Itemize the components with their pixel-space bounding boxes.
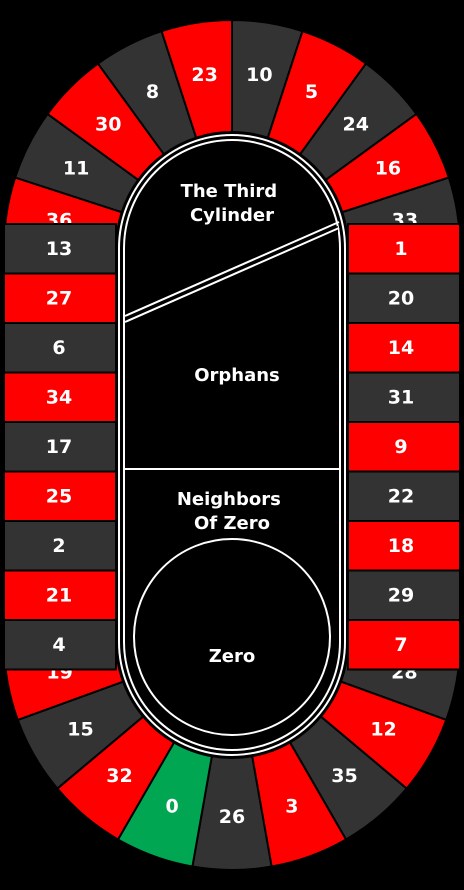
pocket-25[interactable]: [3, 470, 117, 522]
pocket-31[interactable]: [347, 371, 461, 423]
pocket-9[interactable]: [347, 421, 461, 473]
sector-zero[interactable]: [133, 538, 331, 736]
divider-line: [124, 227, 340, 323]
pocket-17[interactable]: [3, 421, 117, 473]
pocket-7[interactable]: [347, 619, 461, 671]
pocket-29[interactable]: [347, 569, 461, 621]
pocket-6[interactable]: [3, 322, 117, 374]
pocket-18[interactable]: [347, 520, 461, 572]
pocket-2[interactable]: [3, 520, 117, 572]
divider-line: [124, 221, 340, 317]
pocket-1[interactable]: [347, 223, 461, 275]
pocket-27[interactable]: [3, 272, 117, 324]
pocket-34[interactable]: [3, 371, 117, 423]
pocket-21[interactable]: [3, 569, 117, 621]
pocket-20[interactable]: [347, 272, 461, 324]
sector-orphans[interactable]: [126, 230, 338, 467]
pocket-13[interactable]: [3, 223, 117, 275]
pocket-4[interactable]: [3, 619, 117, 671]
pocket-22[interactable]: [347, 470, 461, 522]
sector-third-cylinder[interactable]: [126, 142, 338, 318]
betting-sectors: The Third Cylinder Orphans Neighbors Of …: [118, 134, 346, 756]
pocket-14[interactable]: [347, 322, 461, 374]
